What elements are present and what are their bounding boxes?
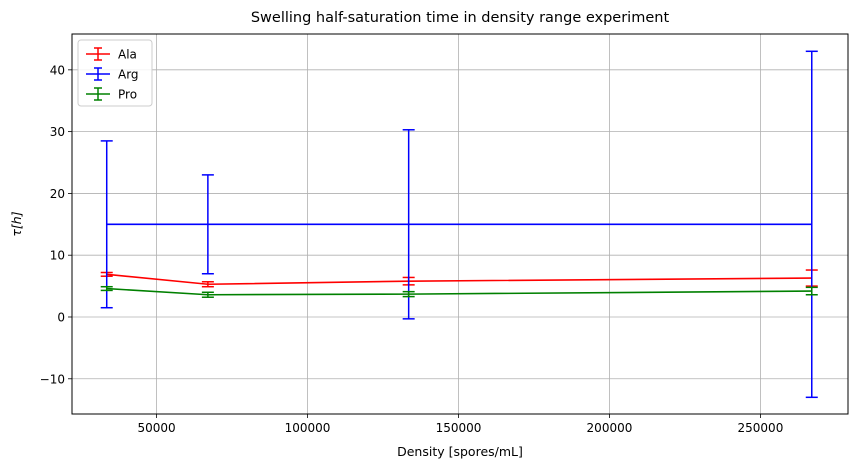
- series-pro: [100, 285, 818, 298]
- plot-frame: [71, 33, 849, 415]
- x-axis-ticks: 50000 100000 150000 200000 250000: [137, 414, 783, 435]
- legend: Ala Arg Pro: [77, 39, 153, 107]
- legend-entry-pro: Pro: [86, 87, 137, 102]
- y-tick-label: 20: [50, 187, 65, 201]
- series-layer: [100, 50, 818, 399]
- legend-label: Arg: [118, 68, 139, 82]
- chart-title: Swelling half-saturation time in density…: [251, 10, 670, 26]
- legend-entry-arg: Arg: [86, 67, 139, 82]
- series-line: [106, 273, 812, 286]
- y-tick-label: 10: [50, 249, 65, 263]
- x-tick-label: 50000: [137, 421, 175, 435]
- legend-box: [77, 39, 153, 107]
- series-arg: [100, 50, 818, 399]
- y-tick-label: −10: [40, 372, 65, 386]
- x-tick-label: 200000: [587, 421, 633, 435]
- y-tick-label: 0: [57, 310, 65, 324]
- x-tick-label: 100000: [285, 421, 331, 435]
- x-axis-label: Density [spores/mL]: [397, 444, 523, 459]
- legend-entry-ala: Ala: [86, 47, 137, 62]
- y-tick-label: 40: [50, 63, 65, 77]
- y-tick-label: 30: [50, 125, 65, 139]
- legend-label: Pro: [118, 88, 137, 102]
- y-axis-label: τ[h]: [9, 211, 24, 236]
- y-axis-ticks: −10 0 10 20 30 40: [40, 63, 72, 386]
- series-line: [106, 287, 812, 296]
- x-tick-label: 250000: [738, 421, 784, 435]
- x-tick-label: 150000: [436, 421, 482, 435]
- legend-label: Ala: [118, 48, 137, 62]
